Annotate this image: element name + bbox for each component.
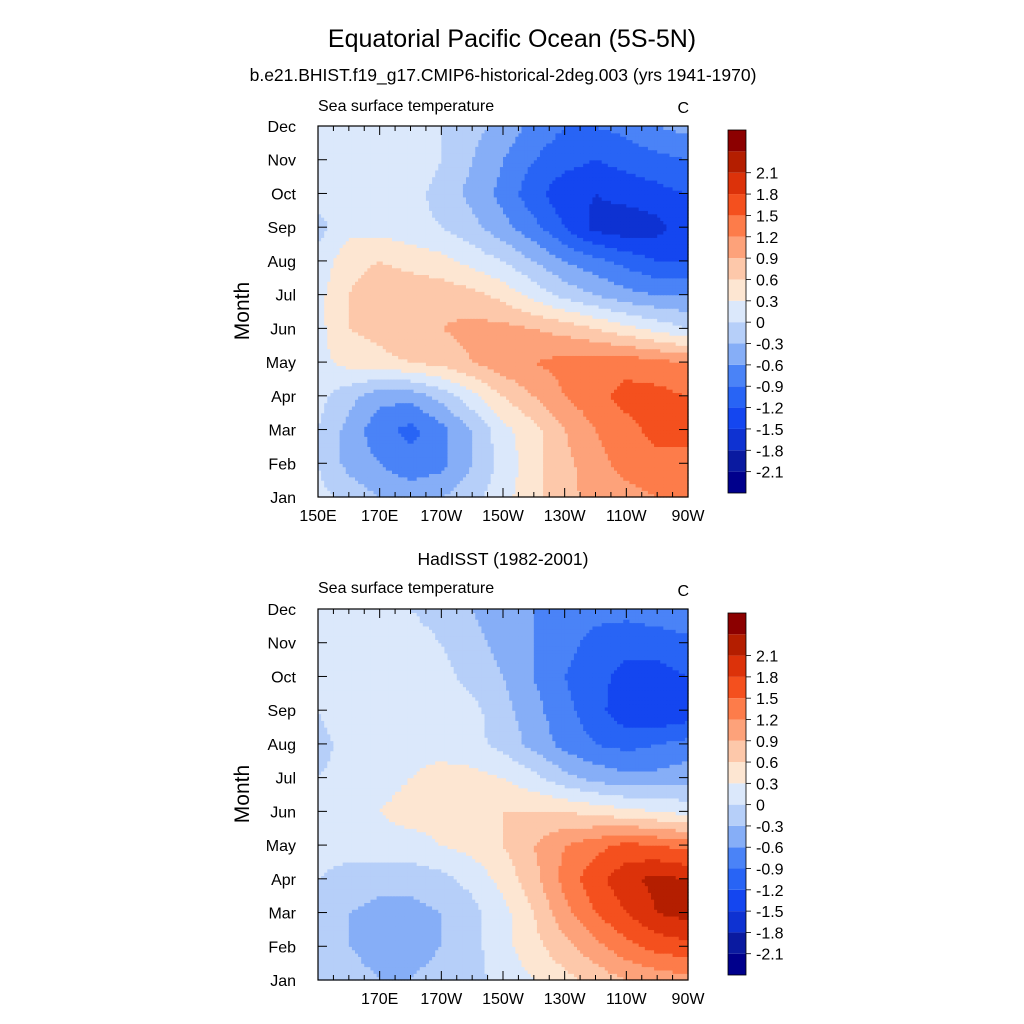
figure-title: Equatorial Pacific Ocean (5S-5N) (328, 25, 696, 53)
units-label: C (677, 100, 689, 117)
left-subtitle: Sea surface temperature (318, 98, 494, 115)
contour-field (318, 126, 689, 498)
y-axis-label: Month (231, 282, 254, 340)
panel-top: b.e21.BHIST.f19_g17.CMIP6-historical-2de… (231, 65, 784, 525)
panel-title: b.e21.BHIST.f19_g17.CMIP6-historical-2de… (250, 65, 757, 86)
